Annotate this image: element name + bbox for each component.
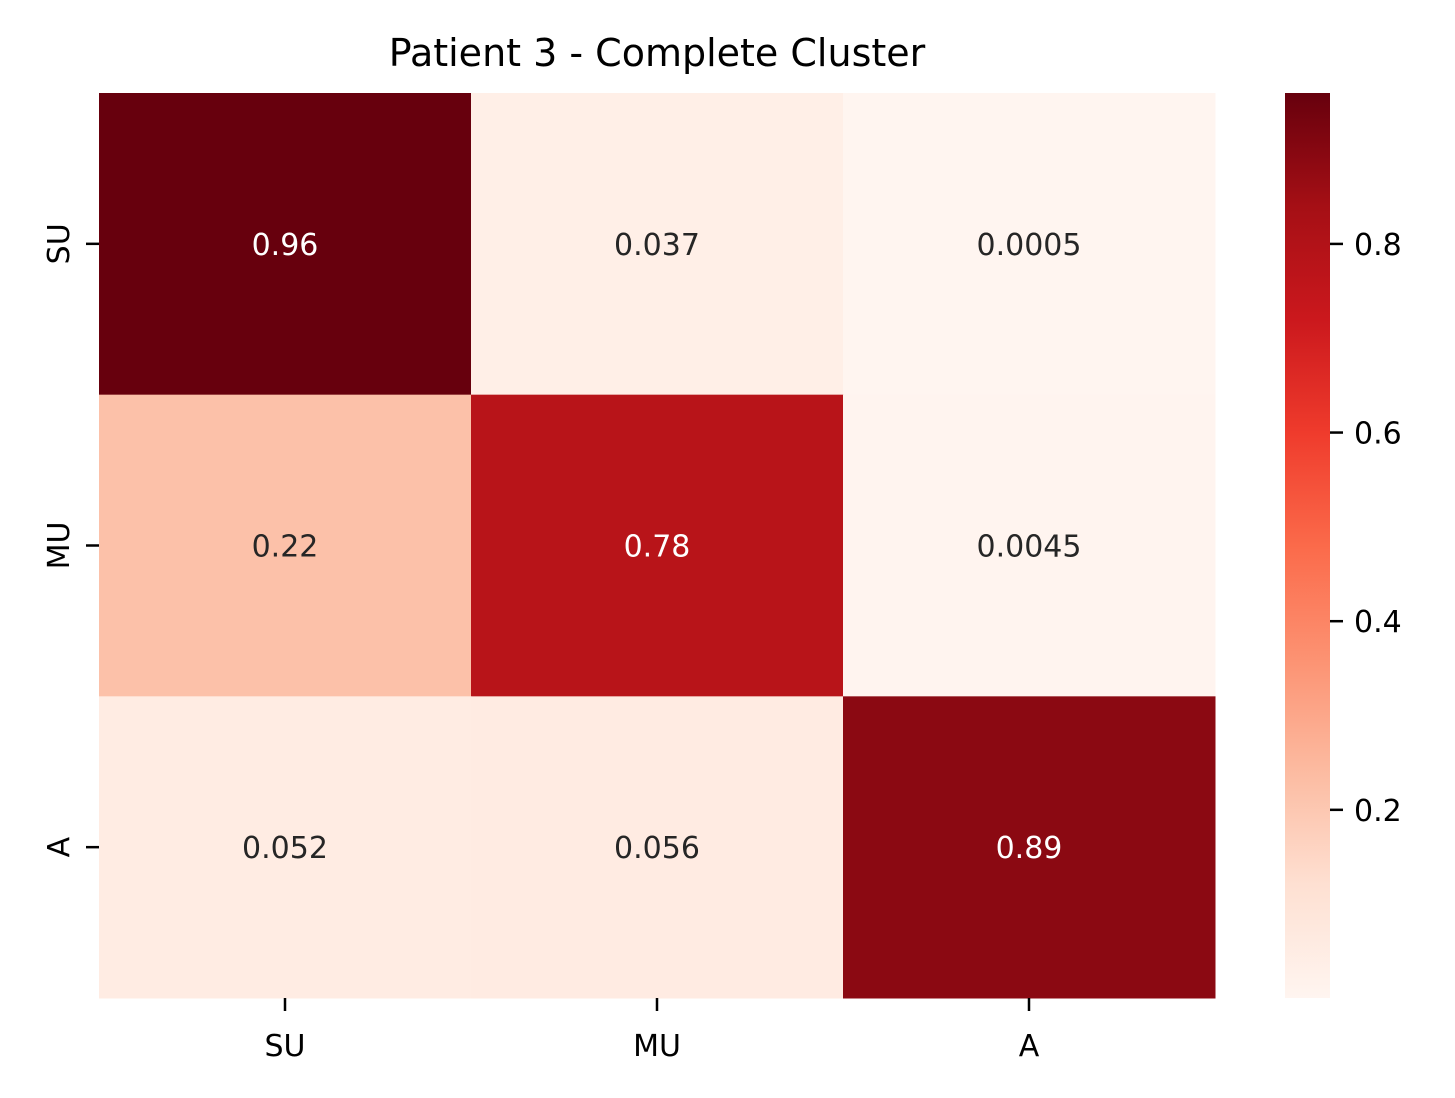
y-tick-label: A: [42, 836, 77, 857]
heatmap-cell: [843, 93, 1216, 396]
cell-value-label: 0.052: [242, 831, 328, 866]
colorbar-gradient: [1285, 93, 1330, 998]
cell-value-label: 0.0045: [977, 530, 1082, 565]
heatmap-cell: [471, 394, 844, 697]
x-tick-label: SU: [264, 1029, 305, 1064]
cell-value-label: 0.056: [614, 831, 700, 866]
colorbar-tick-label: 0.6: [1354, 417, 1402, 452]
cell-value-label: 0.89: [996, 831, 1063, 866]
heatmap-cell: [843, 696, 1216, 999]
heatmap-cell: [99, 696, 472, 999]
heatmap-cell: [843, 394, 1216, 697]
colorbar-tick-label: 0.2: [1354, 794, 1402, 829]
x-tick-label: A: [1019, 1029, 1040, 1064]
heatmap-cells: 0.96 0.037 0.0005 0.22 0.78 0.0045 0.052 0.056 0…: [99, 93, 1216, 999]
cell-value-label: 0.96: [252, 228, 319, 263]
colorbar-tick-label: 0.8: [1354, 228, 1402, 263]
colorbar-ticks: 0.2 0.4 0.6 0.8: [1330, 228, 1402, 829]
y-tick-label: SU: [42, 223, 77, 264]
heatmap-cell: [99, 93, 472, 396]
heatmap-cell: [99, 394, 472, 697]
heatmap-cell: [471, 696, 844, 999]
y-axis: SU MU A: [42, 223, 99, 857]
cell-value-label: 0.0005: [977, 228, 1082, 263]
cell-value-label: 0.037: [614, 228, 700, 263]
cell-value-label: 0.22: [252, 530, 319, 565]
cell-value-label: 0.78: [624, 530, 691, 565]
x-tick-label: MU: [633, 1029, 681, 1064]
x-axis: SU MU A: [264, 998, 1040, 1064]
heatmap-cell: [471, 93, 844, 396]
colorbar: 0.2 0.4 0.6 0.8: [1285, 93, 1402, 998]
y-tick-label: MU: [42, 522, 77, 570]
colorbar-tick-label: 0.4: [1354, 605, 1402, 640]
chart-title: Patient 3 - Complete Cluster: [389, 31, 926, 75]
